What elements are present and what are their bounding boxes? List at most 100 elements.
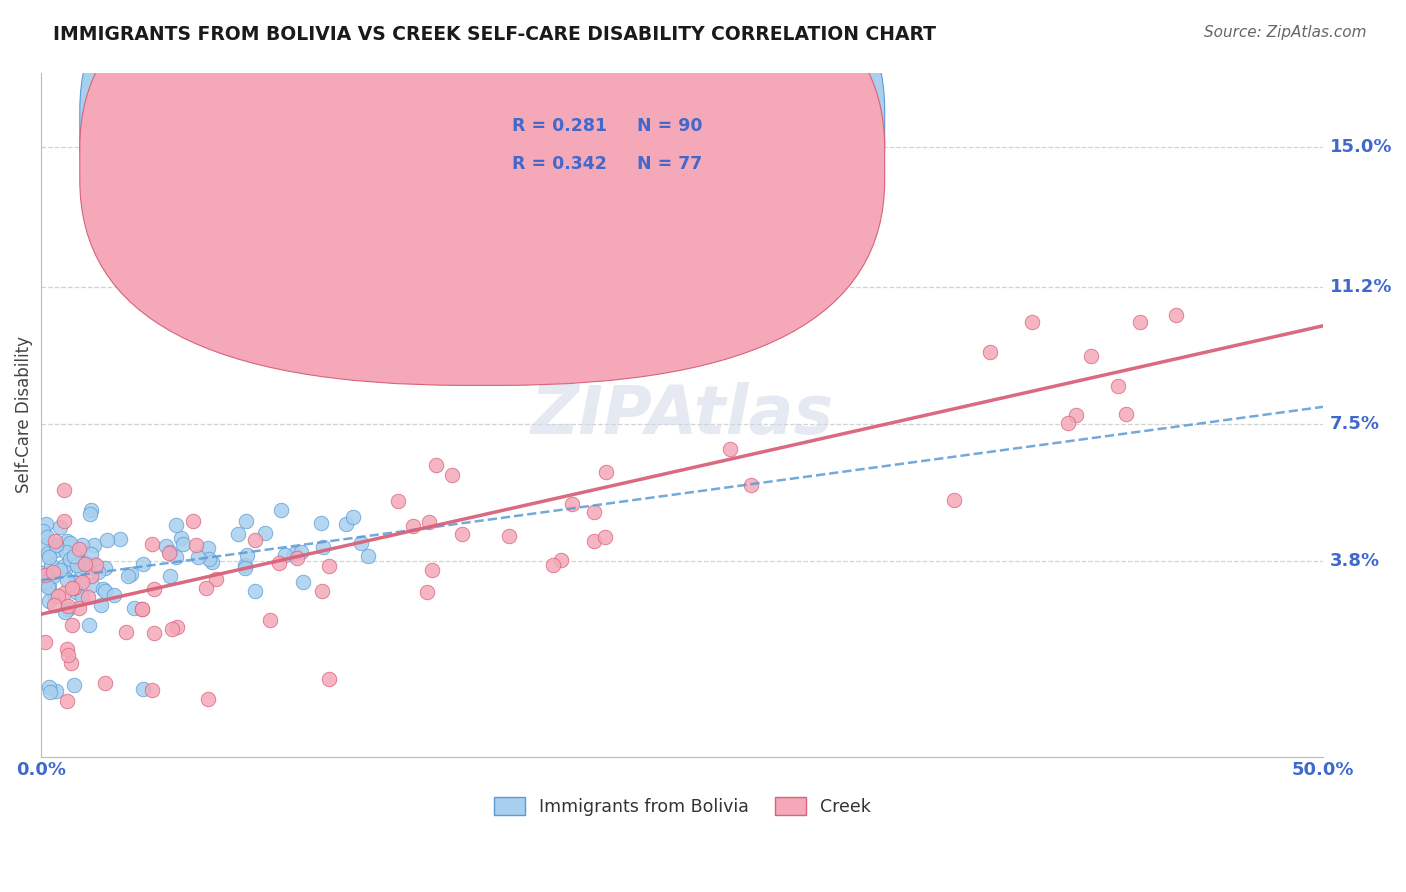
Point xyxy=(70,554,93,568)
Point xyxy=(58,648,80,663)
Point xyxy=(132,682,155,697)
Point xyxy=(103,588,125,602)
Point xyxy=(1021,315,1043,329)
Point xyxy=(311,583,333,598)
FancyBboxPatch shape xyxy=(439,94,804,193)
Point xyxy=(550,553,572,567)
Point xyxy=(53,514,76,528)
Point xyxy=(159,545,181,559)
Point xyxy=(45,538,67,552)
Text: ZIPAtlas: ZIPAtlas xyxy=(530,382,834,448)
Point xyxy=(274,548,297,562)
Point xyxy=(979,344,1001,359)
Point xyxy=(541,558,564,573)
Point xyxy=(561,497,583,511)
Point xyxy=(335,516,357,531)
Point xyxy=(52,559,75,574)
Point xyxy=(62,549,84,564)
Point xyxy=(52,483,75,497)
Point xyxy=(131,601,153,615)
Point xyxy=(451,527,474,541)
Point xyxy=(70,590,93,604)
Point xyxy=(38,680,60,694)
Point xyxy=(73,556,96,570)
FancyBboxPatch shape xyxy=(80,0,884,385)
Point xyxy=(440,467,463,482)
Point xyxy=(235,514,257,528)
Point xyxy=(415,585,437,599)
Point xyxy=(117,568,139,582)
Point xyxy=(582,533,605,548)
Text: 11.2%: 11.2% xyxy=(1330,278,1392,296)
Point xyxy=(94,675,117,690)
Point xyxy=(292,575,315,590)
Point xyxy=(45,683,67,698)
Point xyxy=(86,566,108,580)
Point xyxy=(39,685,62,699)
Point xyxy=(141,537,163,551)
Point xyxy=(181,514,204,528)
Text: Source: ZipAtlas.com: Source: ZipAtlas.com xyxy=(1204,25,1367,40)
Point xyxy=(56,573,79,587)
Point xyxy=(110,532,132,546)
Point xyxy=(80,578,103,592)
Text: N = 77: N = 77 xyxy=(637,155,703,173)
Point xyxy=(165,517,187,532)
Point xyxy=(593,530,616,544)
Point xyxy=(311,516,333,530)
Point xyxy=(56,602,79,616)
Point xyxy=(157,546,180,560)
Text: N = 90: N = 90 xyxy=(637,118,703,136)
Point xyxy=(91,582,114,596)
Point xyxy=(267,556,290,570)
Point xyxy=(243,533,266,547)
Point xyxy=(740,477,762,491)
Point xyxy=(56,533,79,548)
Point xyxy=(387,494,409,508)
Point xyxy=(80,503,103,517)
Point xyxy=(401,518,423,533)
Point xyxy=(52,586,75,600)
Point xyxy=(131,602,153,616)
Text: R = 0.281: R = 0.281 xyxy=(512,118,607,136)
Point xyxy=(312,540,335,554)
Point xyxy=(53,605,76,619)
Point xyxy=(498,528,520,542)
Text: 3.8%: 3.8% xyxy=(1330,552,1379,570)
Point xyxy=(799,280,821,294)
Point xyxy=(186,538,208,552)
Point xyxy=(84,558,107,573)
Point xyxy=(141,683,163,698)
Point xyxy=(62,678,84,692)
Point xyxy=(56,694,79,708)
Point xyxy=(67,600,90,615)
Point xyxy=(197,691,219,706)
Point xyxy=(170,531,193,545)
Point xyxy=(45,542,67,557)
Point xyxy=(1107,379,1129,393)
Point xyxy=(142,625,165,640)
Point xyxy=(318,672,340,686)
Point xyxy=(72,538,94,552)
Point xyxy=(94,583,117,598)
Point xyxy=(37,580,59,594)
Point xyxy=(48,563,70,577)
Point xyxy=(195,581,218,595)
Point xyxy=(94,561,117,575)
Point xyxy=(65,576,87,591)
Text: 7.5%: 7.5% xyxy=(1330,415,1379,433)
Point xyxy=(418,515,440,529)
Point xyxy=(187,549,209,564)
Point xyxy=(34,574,56,589)
Point xyxy=(201,555,224,569)
Point xyxy=(155,539,177,553)
Point xyxy=(1129,315,1152,329)
Point xyxy=(38,578,60,592)
Point xyxy=(77,617,100,632)
Point xyxy=(349,536,371,550)
Point xyxy=(204,572,226,586)
Point xyxy=(1115,407,1137,421)
Point xyxy=(226,527,249,541)
Point xyxy=(55,561,77,575)
Point xyxy=(66,558,89,572)
